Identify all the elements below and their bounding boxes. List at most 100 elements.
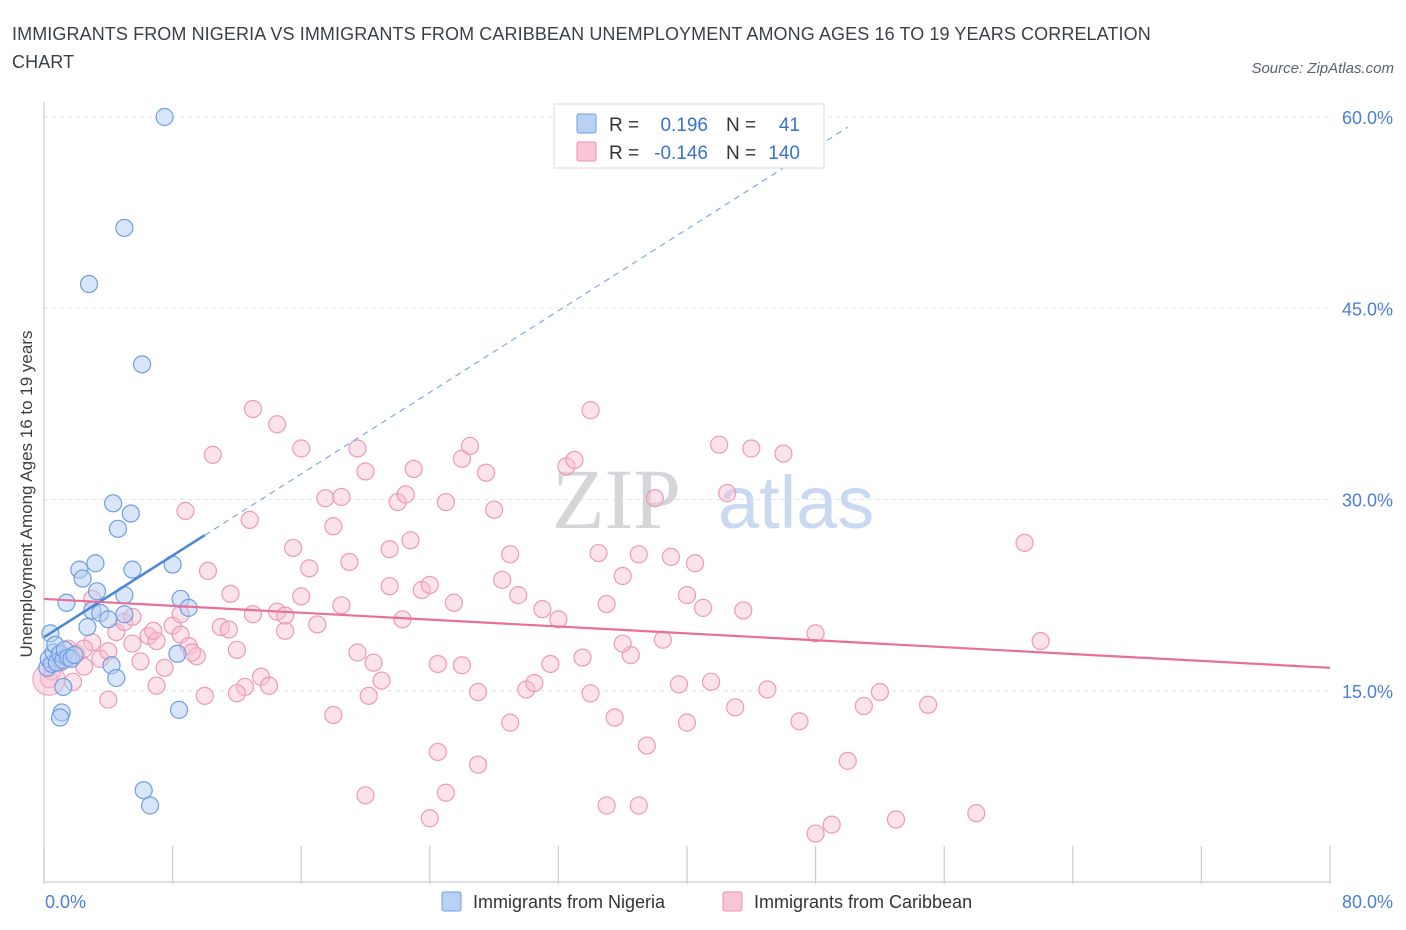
nigeria-point: [79, 274, 99, 294]
caribbean-point: [581, 684, 600, 703]
nigeria-point: [132, 355, 152, 374]
watermark-atlas: atlas: [718, 461, 874, 544]
stats-legend: R = 0.196 N = 41 R = -0.146 N = 140: [553, 103, 825, 169]
series-swatch-nigeria: [441, 891, 462, 912]
caribbean-point: [227, 684, 246, 703]
caribbean-point: [243, 605, 263, 624]
caribbean-point: [380, 577, 399, 596]
caribbean-point: [155, 658, 174, 677]
y-tick-label: 60.0%: [1342, 108, 1393, 128]
caribbean-point: [870, 682, 890, 702]
x-tick-label-min: 0.0%: [45, 892, 86, 912]
nigeria-point: [115, 218, 134, 238]
caribbean-point: [549, 610, 568, 629]
caribbean-point: [854, 696, 873, 716]
caribbean-point: [276, 621, 295, 640]
caribbean-point: [292, 439, 311, 458]
legend-r-value-1: 0.196: [660, 115, 708, 136]
caribbean-point: [227, 640, 246, 660]
series-swatch-caribbean: [722, 891, 743, 912]
caribbean-point: [324, 705, 343, 725]
nigeria-point: [123, 560, 142, 579]
axes: [43, 102, 1330, 883]
caribbean-point: [525, 673, 544, 693]
caribbean-point: [444, 593, 464, 612]
nigeria-point: [115, 605, 134, 624]
y-tick-label: 30.0%: [1342, 491, 1393, 511]
caribbean-point: [324, 517, 343, 536]
caribbean-point: [501, 545, 520, 564]
caribbean-point: [420, 809, 439, 828]
caribbean-point: [380, 540, 399, 559]
legend-n-label-1: N =: [726, 115, 756, 136]
nigeria-point: [54, 677, 73, 697]
caribbean-point: [637, 736, 656, 755]
legend-r-label-1: R =: [609, 115, 639, 136]
nigeria-point: [121, 504, 140, 523]
watermark-zip: ZIP: [552, 451, 681, 547]
caribbean-point: [629, 545, 648, 564]
caribbean-point: [806, 624, 825, 643]
caribbean-point: [573, 648, 592, 667]
caribbean-point: [359, 686, 378, 705]
legend-r-label-2: R =: [609, 143, 639, 164]
caribbean-point: [316, 489, 335, 508]
caribbean-point: [693, 598, 713, 617]
nigeria-point: [99, 610, 118, 629]
caribbean-point: [493, 570, 512, 589]
caribbean-point: [195, 686, 214, 705]
nigeria-point: [65, 645, 84, 665]
nigeria-trend-line: [43, 534, 206, 639]
y-tick-label: 15.0%: [1342, 682, 1393, 702]
caribbean-point: [364, 653, 383, 672]
caribbean-point: [99, 690, 118, 709]
caribbean-point: [677, 586, 697, 605]
watermark: ZIP atlas: [552, 451, 874, 547]
caribbean-point: [267, 415, 287, 434]
caribbean-point: [597, 796, 616, 815]
caribbean-point: [967, 804, 986, 823]
caribbean-point: [144, 621, 163, 640]
caribbean-point: [629, 796, 648, 815]
nigeria-point: [78, 617, 97, 637]
caribbean-point: [292, 587, 311, 606]
caribbean-point: [774, 444, 793, 463]
caribbean-point: [123, 634, 142, 653]
source-label: Source: ZipAtlas.com: [1251, 60, 1394, 77]
caribbean-point: [758, 680, 777, 699]
caribbean-point: [348, 439, 367, 458]
caribbean-point: [653, 630, 672, 649]
caribbean-point: [219, 620, 238, 639]
caribbean-point: [718, 484, 737, 503]
caribbean-point: [597, 594, 616, 614]
caribbean-point: [468, 682, 488, 702]
nigeria-points: [38, 107, 198, 815]
caribbean-point: [476, 463, 496, 482]
caribbean-point: [838, 751, 857, 770]
caribbean-point: [468, 755, 488, 774]
caribbean-point: [452, 656, 472, 675]
legend-n-value-1: 41: [779, 115, 800, 136]
caribbean-point: [589, 543, 608, 563]
caribbean-points: [32, 399, 1050, 843]
caribbean-point: [284, 538, 303, 558]
caribbean-point: [436, 492, 455, 512]
caribbean-point: [742, 439, 761, 458]
caribbean-point: [541, 654, 560, 674]
caribbean-point: [460, 436, 480, 456]
caribbean-point: [198, 561, 218, 581]
nigeria-point: [73, 569, 92, 588]
caribbean-point: [613, 634, 632, 653]
stats-legend-box: [553, 103, 825, 169]
caribbean-point: [822, 815, 841, 834]
trend-lines: [43, 126, 1331, 669]
caribbean-point: [613, 566, 632, 586]
y-axis-label: Unemployment Among Ages 16 to 19 years: [17, 331, 36, 658]
nigeria-point: [50, 708, 70, 727]
grid-lines: [44, 116, 1330, 692]
legend-r-value-2: -0.146: [654, 143, 708, 164]
caribbean-point: [702, 672, 721, 691]
legend-swatch-caribbean: [576, 141, 597, 162]
nigeria-point: [104, 494, 123, 513]
